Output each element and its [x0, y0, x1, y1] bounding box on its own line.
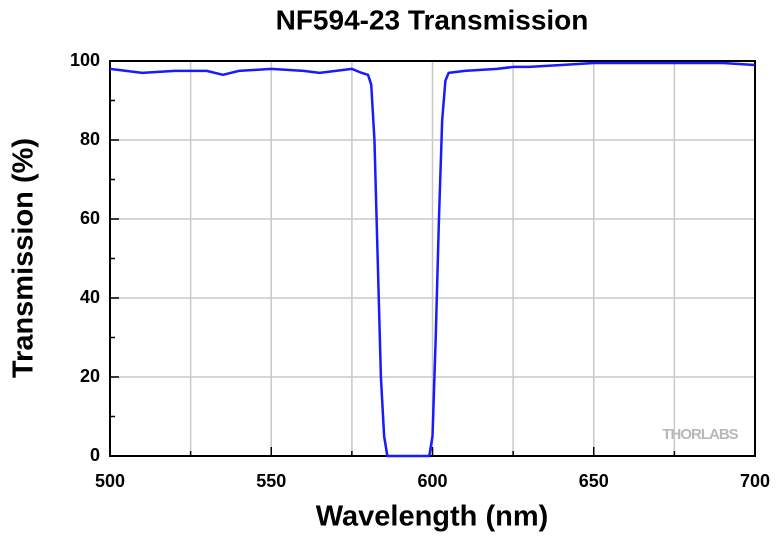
chart-title: NF594-23 Transmission [276, 4, 589, 35]
x-tick-label: 650 [579, 471, 609, 491]
y-tick-label: 0 [90, 445, 100, 465]
x-tick-label: 600 [417, 471, 447, 491]
x-tick-label: 700 [740, 471, 770, 491]
y-tick-label: 60 [80, 208, 100, 228]
y-axis-label: Transmission (%) [8, 138, 40, 378]
watermark: THORLABS [662, 426, 738, 443]
y-tick-label: 40 [80, 287, 100, 307]
line-series [109, 61, 756, 458]
x-tick-label: 500 [95, 471, 125, 491]
x-tick-label: 550 [256, 471, 286, 491]
x-axis-label: Wavelength (nm) [316, 501, 549, 533]
plot-frame [109, 60, 756, 457]
y-tick-label: 100 [70, 50, 100, 70]
y-tick-label: 20 [80, 366, 100, 386]
y-tick-label: 80 [80, 129, 100, 149]
